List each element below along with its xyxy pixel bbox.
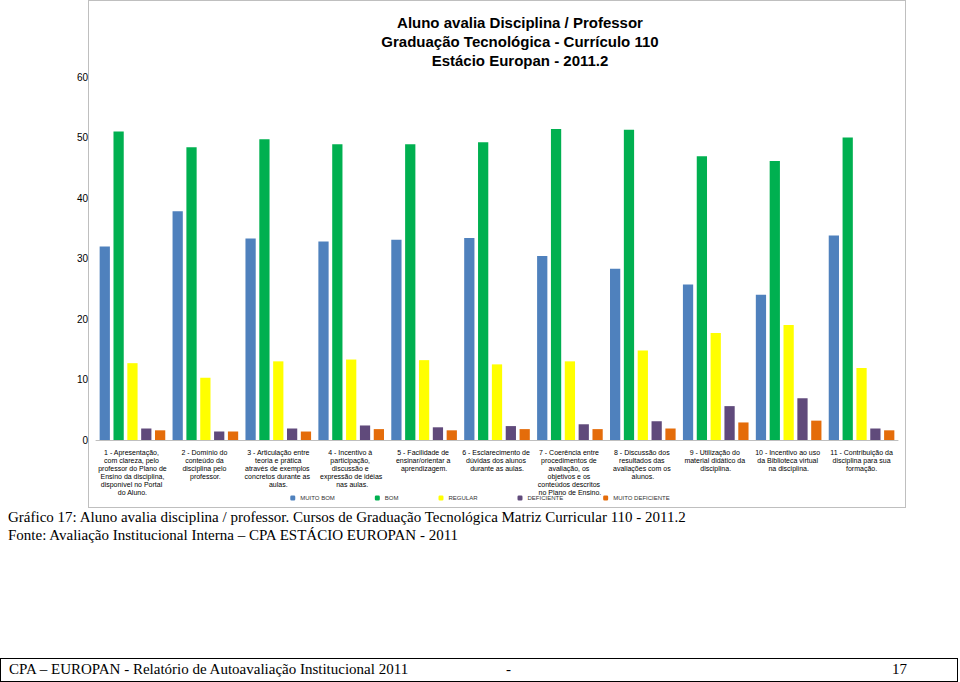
svg-text:Graduação Tecnológica - Curríc: Graduação Tecnológica - Currículo 110 <box>381 33 658 50</box>
svg-text:disciplina.: disciplina. <box>700 465 731 473</box>
svg-text:do Aluno.: do Aluno. <box>118 489 147 496</box>
svg-text:REGULAR: REGULAR <box>448 495 478 501</box>
svg-text:10 - Incentivo ao uso: 10 - Incentivo ao uso <box>755 449 822 456</box>
svg-text:5 - Facilidade de: 5 - Facilidade de <box>397 449 451 456</box>
html-text:CPA – EUROPAN - Relatório de A: CPA – EUROPAN - Relatório de Autoavaliaç… <box>9 661 409 677</box>
svg-text:alunos.: alunos. <box>632 473 655 480</box>
svg-text:objetivos e os: objetivos e os <box>548 473 593 481</box>
svg-text:discussão e: discussão e <box>332 465 371 472</box>
svg-text:avaliações com os: avaliações com os <box>613 465 673 473</box>
svg-text:concretos durante as: concretos durante as <box>245 473 312 480</box>
svg-text:DEFICIENTE: DEFICIENTE <box>528 495 564 501</box>
svg-text:7 - Coerência entre: 7 - Coerência entre <box>539 449 601 456</box>
svg-text:da Biblioteca virtual: da Biblioteca virtual <box>757 457 820 464</box>
svg-text:50: 50 <box>77 132 89 143</box>
svg-text:avaliação, os: avaliação, os <box>549 465 592 473</box>
svg-text:10: 10 <box>77 374 89 385</box>
svg-text:conteúdo da: conteúdo da <box>185 457 225 464</box>
svg-text:disciplina pelo: disciplina pelo <box>182 465 228 473</box>
svg-text:aprendizagem.: aprendizagem. <box>401 465 447 473</box>
svg-text:disponível no Portal: disponível no Portal <box>101 481 164 489</box>
svg-text:conteúdos descritos: conteúdos descritos <box>538 481 602 488</box>
svg-text:participação,: participação, <box>330 457 372 465</box>
svg-text:8 - Discussão dos: 8 - Discussão dos <box>614 449 672 456</box>
svg-text:4 - Incentivo à: 4 - Incentivo à <box>328 449 374 456</box>
svg-text:disciplina para sua: disciplina para sua <box>831 457 893 465</box>
svg-text:11 - Contribuição da: 11 - Contribuição da <box>830 449 893 457</box>
svg-text:através de exemplos: através de exemplos <box>245 465 312 473</box>
svg-text:aulas.: aulas. <box>269 481 288 488</box>
svg-text:professor do Plano de: professor do Plano de <box>98 465 167 473</box>
svg-text:60: 60 <box>77 72 89 83</box>
svg-text:9 - Utilização do: 9 - Utilização do <box>690 449 742 457</box>
svg-text:ensinar/orientar a: ensinar/orientar a <box>396 457 452 464</box>
html-text:Gráfico 17: Aluno avalia disci: Gráfico 17: Aluno avalia disciplina / pr… <box>8 509 686 525</box>
svg-text:Estácio Europan - 2011.2: Estácio Europan - 2011.2 <box>432 52 609 69</box>
svg-text:6 - Esclarecimento de: 6 - Esclarecimento de <box>462 449 532 456</box>
svg-text:durante as aulas.: durante as aulas. <box>470 465 524 472</box>
svg-text:Aluno avalia Disciplina / Prof: Aluno avalia Disciplina / Professor <box>397 14 643 31</box>
svg-text:expressão de idéias: expressão de idéias <box>320 473 383 481</box>
svg-text:1 - Apresentação,: 1 - Apresentação, <box>104 449 161 457</box>
svg-text:MUITO BOM: MUITO BOM <box>300 495 335 501</box>
svg-text:2 - Domínio do: 2 - Domínio do <box>181 449 229 456</box>
html-text:Fonte: Avaliação Institucional: Fonte: Avaliação Institucional Interna –… <box>8 527 459 543</box>
svg-text:MUITO DEFICIENTE: MUITO DEFICIENTE <box>613 495 670 501</box>
svg-text:material didático da: material didático da <box>684 457 747 464</box>
svg-text:procedimentos de: procedimentos de <box>541 457 599 465</box>
svg-text:3 - Articulação entre: 3 - Articulação entre <box>247 449 309 457</box>
html-text:17: 17 <box>892 661 907 677</box>
svg-text:no Plano de Ensino.: no Plano de Ensino. <box>538 488 602 496</box>
svg-text:dúvidas dos alunos: dúvidas dos alunos <box>466 457 528 464</box>
svg-text:resultados das: resultados das <box>619 457 666 464</box>
svg-text:30: 30 <box>77 253 89 264</box>
svg-text:Ensino da disciplina,: Ensino da disciplina, <box>99 473 167 481</box>
svg-text:BOM: BOM <box>385 495 399 501</box>
svg-text:professor.: professor. <box>190 473 221 481</box>
svg-text:20: 20 <box>77 314 89 325</box>
svg-text:0: 0 <box>82 435 88 446</box>
svg-text:formação.: formação. <box>846 465 877 473</box>
svg-text:nas aulas.: nas aulas. <box>334 481 368 488</box>
svg-text:com clareza, pelo: com clareza, pelo <box>104 457 161 465</box>
svg-text:teoria e prática: teoria e prática <box>253 457 303 465</box>
svg-text:40: 40 <box>77 193 89 204</box>
svg-text:na disciplina.: na disciplina. <box>768 465 809 473</box>
